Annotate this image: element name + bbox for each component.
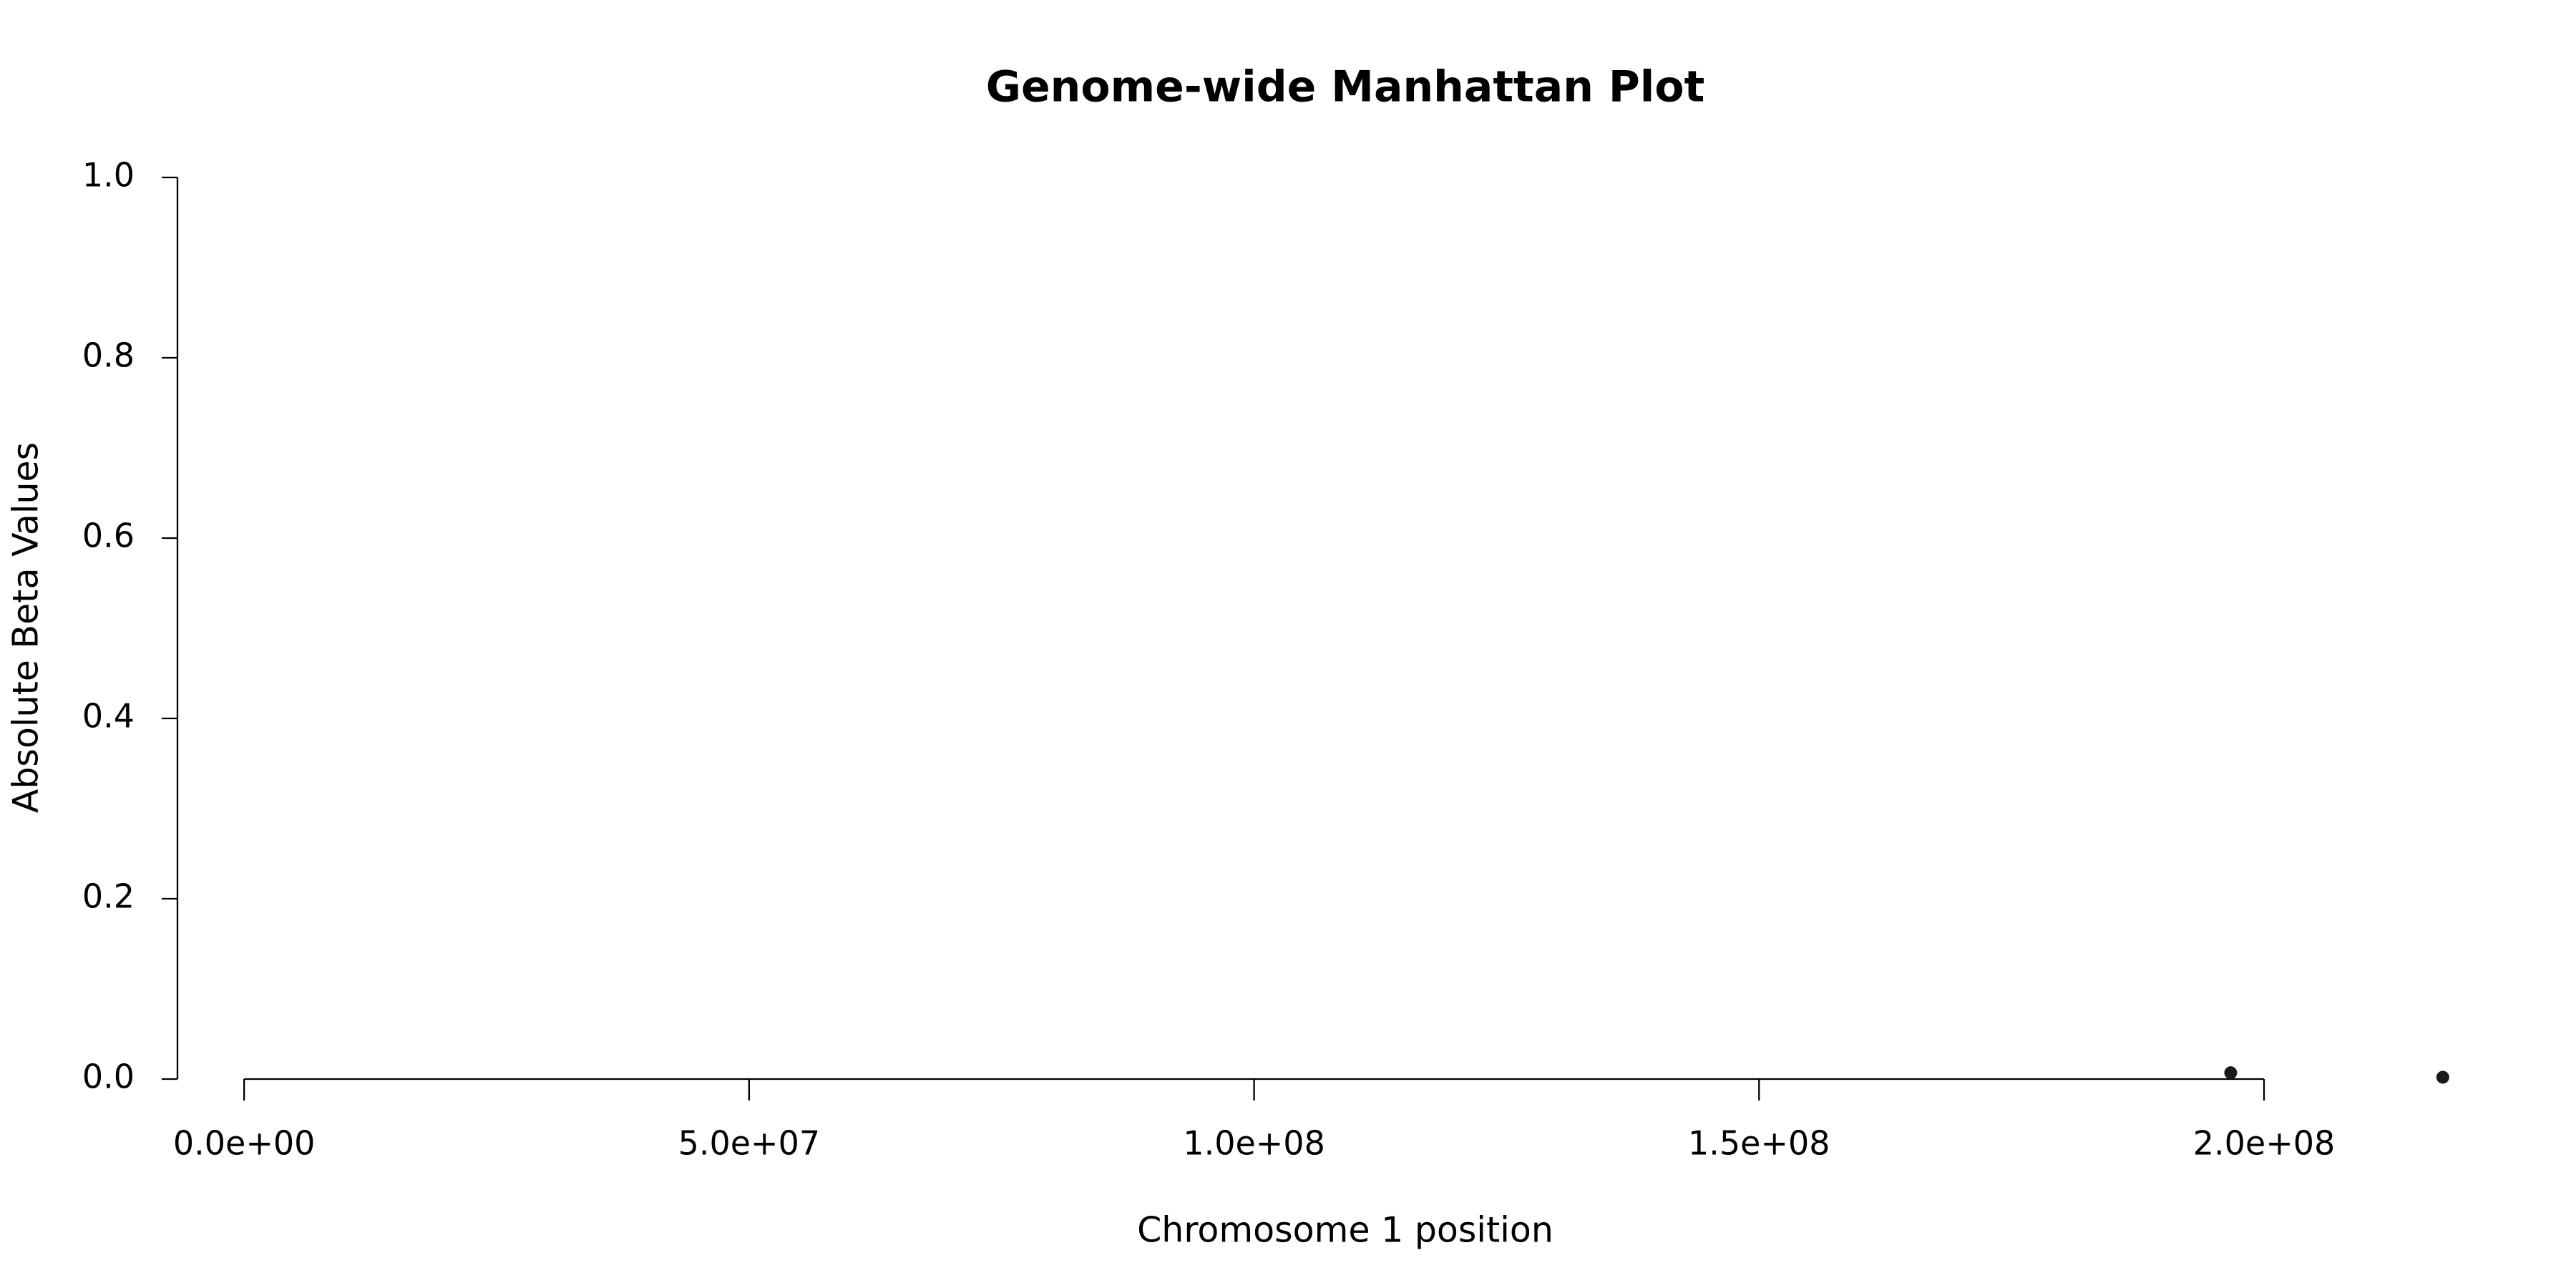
- x-tick-label: 5.0e+07: [678, 1124, 821, 1163]
- x-axis-label: Chromosome 1 position: [1137, 1210, 1553, 1251]
- y-tick-label: 1.0: [82, 156, 135, 195]
- y-tick-label: 0.0: [82, 1058, 135, 1096]
- chart-title: Genome-wide Manhattan Plot: [986, 62, 1705, 112]
- x-tick-label: 1.5e+08: [1688, 1124, 1830, 1163]
- y-tick-label: 0.8: [82, 336, 135, 375]
- y-tick-label: 0.6: [82, 517, 135, 555]
- data-point: [2436, 1070, 2449, 1084]
- x-tick-label: 2.0e+08: [2193, 1124, 2336, 1163]
- y-tick-label: 0.2: [82, 877, 135, 916]
- y-tick-label: 0.4: [82, 697, 135, 736]
- x-tick-label: 1.0e+08: [1183, 1124, 1325, 1163]
- x-tick-label: 0.0e+00: [173, 1124, 316, 1163]
- data-point: [2224, 1066, 2238, 1080]
- y-axis-label: Absolute Beta Values: [6, 442, 47, 813]
